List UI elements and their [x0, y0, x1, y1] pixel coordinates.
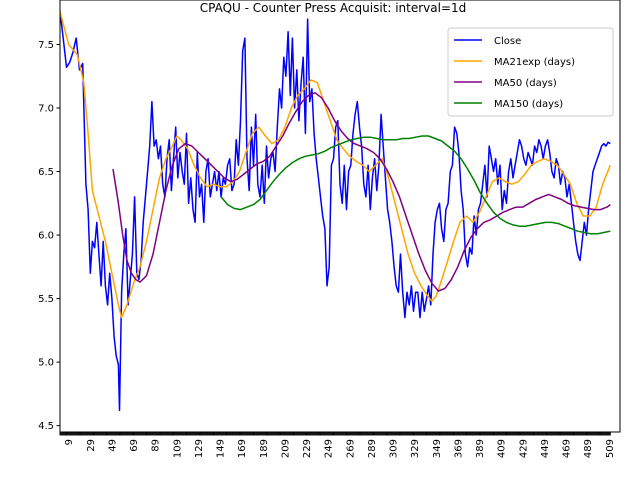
- y-tick-label: 5.0: [38, 358, 54, 369]
- x-tick-label: 369: [453, 439, 464, 458]
- x-tick-label: 509: [605, 439, 616, 458]
- x-tick-label: 289: [367, 439, 378, 458]
- y-tick-label: 4.5: [38, 421, 54, 432]
- x-tick-label: 329: [410, 439, 421, 458]
- x-tick-label: 249: [324, 439, 335, 458]
- x-tick-label: 269: [345, 439, 356, 458]
- x-tick-label: 309: [389, 439, 400, 458]
- chart-title: CPAQU - Counter Press Acquisit: interval…: [200, 1, 467, 15]
- legend-label-0: Close: [494, 36, 521, 47]
- x-tick-label: 189: [259, 439, 270, 458]
- x-tick-label: 389: [475, 439, 486, 458]
- legend-label-1: MA21exp (days): [494, 57, 575, 68]
- x-tick-label: 89: [151, 439, 162, 452]
- x-tick-label: 209: [280, 439, 291, 458]
- legend: Close MA21exp (days) MA50 (days) MA150 (day…: [448, 28, 613, 116]
- x-tick-label: 129: [194, 439, 205, 458]
- x-tick-label: 29: [86, 439, 97, 452]
- y-tick-label: 5.5: [38, 294, 54, 305]
- y-tick-label: 7.0: [38, 104, 54, 115]
- x-tick-label: 409: [497, 439, 508, 458]
- x-tick-label: 489: [583, 439, 594, 458]
- x-tick-label: 169: [237, 439, 248, 458]
- x-tick-label: 149: [216, 439, 227, 458]
- y-tick-label: 6.5: [38, 167, 54, 178]
- x-tick-label: 69: [129, 439, 140, 452]
- y-tick-label: 6.0: [38, 231, 54, 242]
- x-tick-label: 49: [107, 439, 118, 452]
- x-tick-label: 469: [562, 439, 573, 458]
- x-tick-label: 429: [518, 439, 529, 458]
- x-tick-label: 9: [64, 439, 75, 445]
- y-tick-label: 7.5: [38, 40, 54, 51]
- x-tick-label: 449: [540, 439, 551, 458]
- x-tick-label: 109: [172, 439, 183, 458]
- x-tick-label: 349: [432, 439, 443, 458]
- legend-label-3: MA150 (days): [494, 99, 563, 110]
- legend-label-2: MA50 (days): [494, 78, 557, 89]
- x-tick-label: 229: [302, 439, 313, 458]
